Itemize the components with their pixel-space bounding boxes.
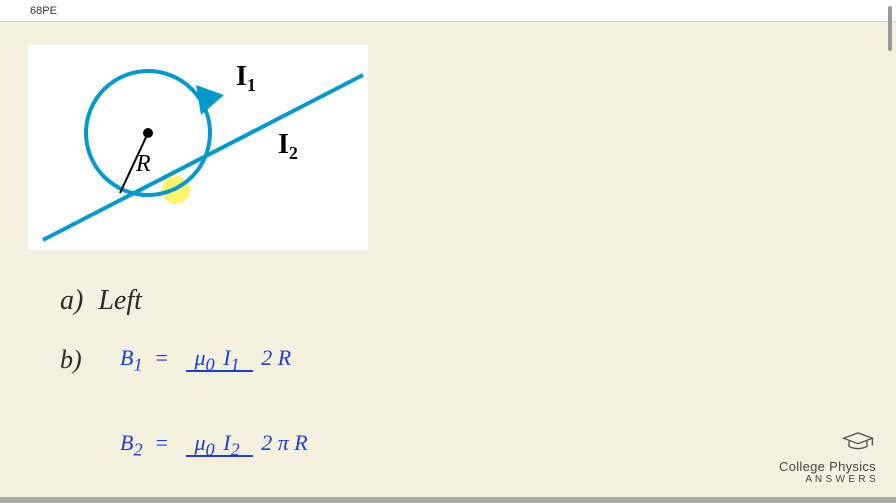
scrollbar-thumb[interactable] <box>888 6 892 51</box>
f1-lhs: B1 <box>120 345 143 370</box>
diagram-svg: R I1 I2 <box>28 45 368 250</box>
f1-eq: = <box>154 345 169 370</box>
answer-a: a) Left <box>60 285 142 317</box>
f2-denominator: 2 π R <box>253 430 315 455</box>
label-I1: I1 <box>236 61 256 95</box>
f2-numerator: μ0 I2 <box>186 430 253 457</box>
brand-line2: A N S W E R S <box>779 474 876 485</box>
f2-lhs: B2 <box>120 430 143 455</box>
answer-a-marker: a) <box>60 285 83 316</box>
f1-fraction: μ0 I1 2 R <box>186 345 299 375</box>
label-I2: I2 <box>278 129 298 163</box>
header-bar: 68PE <box>0 0 896 22</box>
answer-b-marker-wrap: b) <box>60 345 82 375</box>
formula-B2: B2 = μ0 I2 2 π R <box>120 430 316 461</box>
brand-line1: College Physics <box>779 460 876 474</box>
answer-a-text: Left <box>98 285 142 316</box>
physics-diagram: R I1 I2 <box>28 45 368 250</box>
f1-numerator: μ0 I1 <box>186 345 253 372</box>
brand-logo: College Physics A N S W E R S <box>779 429 876 485</box>
f1-denominator: 2 R <box>253 345 299 370</box>
radius-label: R <box>135 151 151 177</box>
answer-b-marker: b) <box>60 345 82 374</box>
problem-id: 68PE <box>30 5 57 17</box>
arrow-I1 <box>196 85 224 115</box>
f2-fraction: μ0 I2 2 π R <box>186 430 315 460</box>
bottom-frame <box>0 497 896 503</box>
formula-B1: B1 = μ0 I1 2 R <box>120 345 299 376</box>
f2-eq: = <box>154 430 169 455</box>
mortarboard-icon <box>840 429 876 453</box>
